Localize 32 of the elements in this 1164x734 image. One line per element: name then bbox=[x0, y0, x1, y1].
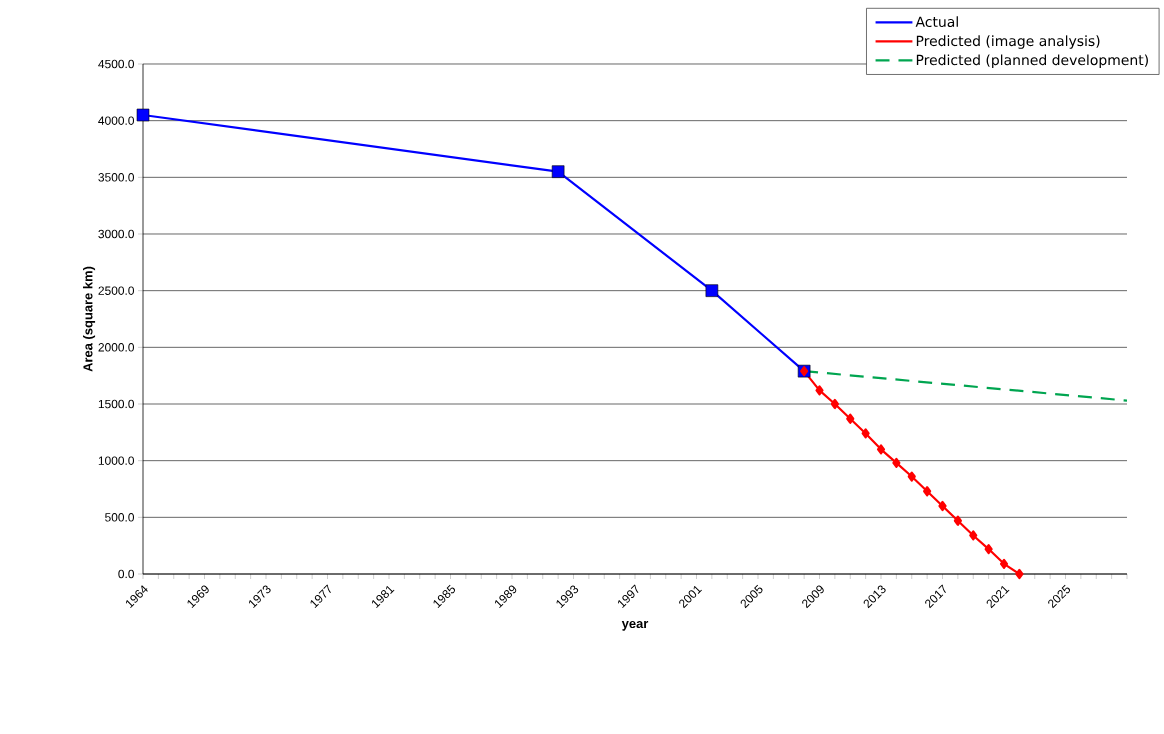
point bbox=[984, 543, 993, 555]
y-tick-label: 3000.0 bbox=[98, 229, 135, 239]
y-tick-label: 4000.0 bbox=[98, 116, 135, 125]
point bbox=[830, 398, 839, 410]
y-tick-label: 2500.0 bbox=[98, 286, 135, 295]
point bbox=[907, 471, 916, 482]
point bbox=[969, 530, 978, 541]
point bbox=[815, 385, 824, 396]
point bbox=[953, 515, 962, 526]
x-axis-title: year bbox=[621, 620, 649, 631]
y-tick-label: 2000.0 bbox=[98, 343, 135, 352]
point bbox=[551, 165, 565, 178]
point bbox=[861, 428, 870, 439]
y-tick-label: 1500.0 bbox=[98, 399, 135, 409]
y-tick-label: 3500.0 bbox=[98, 173, 135, 182]
point bbox=[999, 558, 1009, 569]
point bbox=[705, 284, 719, 297]
point bbox=[136, 108, 150, 122]
y-tick-label: 4500.0 bbox=[98, 59, 135, 69]
y-tick-label: 0.0 bbox=[118, 569, 135, 579]
legend-label: Predicted (planned development) bbox=[916, 54, 1148, 68]
point bbox=[923, 486, 932, 497]
legend-label: Predicted (image analysis) bbox=[916, 35, 1100, 49]
y-tick-label: 1000.0 bbox=[98, 456, 135, 465]
y-axis-title: Area (square km) bbox=[83, 266, 96, 372]
point bbox=[876, 444, 886, 455]
point bbox=[1015, 568, 1024, 580]
point bbox=[938, 500, 947, 512]
y-tick-label: 500.0 bbox=[105, 513, 135, 522]
point bbox=[892, 457, 901, 469]
point bbox=[846, 413, 855, 424]
legend-label: Actual bbox=[915, 16, 958, 28]
